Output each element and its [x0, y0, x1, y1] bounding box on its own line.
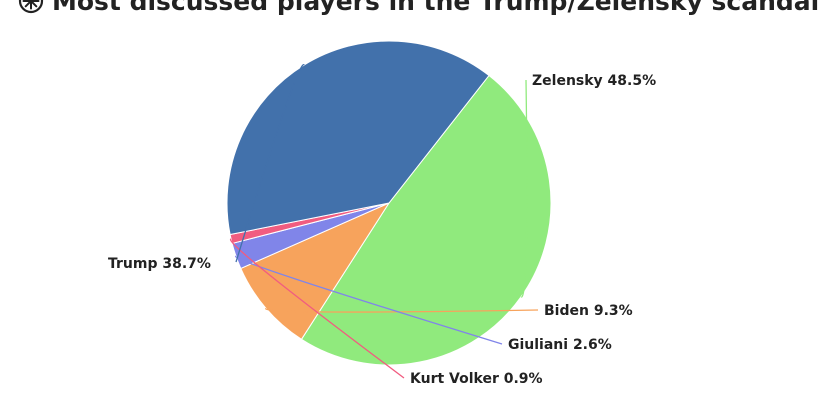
- pie-slice-biden[interactable]: [240, 201, 391, 341]
- slice-label-giuliani: Giuliani 2.6%: [508, 337, 612, 353]
- slice-label-zelensky: Zelensky 48.5%: [532, 73, 656, 89]
- slice-label-trump: Trump 38.7%: [108, 256, 211, 272]
- slice-label-biden: Biden 9.3%: [544, 303, 633, 319]
- connector-giuliani: [235, 255, 503, 345]
- chart-header: Most discussed players in the Trump/Zele…: [18, 0, 819, 16]
- connector-trump: [235, 64, 305, 263]
- burst-logo-icon: [18, 0, 44, 14]
- chart-title: Most discussed players in the Trump/Zele…: [52, 0, 820, 16]
- connector-kurt-volker: [229, 238, 405, 379]
- connector-biden: [265, 307, 539, 313]
- slice-label-kurt-volker: Kurt Volker 0.9%: [410, 371, 543, 387]
- pie-slice-zelensky[interactable]: [300, 74, 552, 366]
- connector-zelensky: [520, 79, 528, 298]
